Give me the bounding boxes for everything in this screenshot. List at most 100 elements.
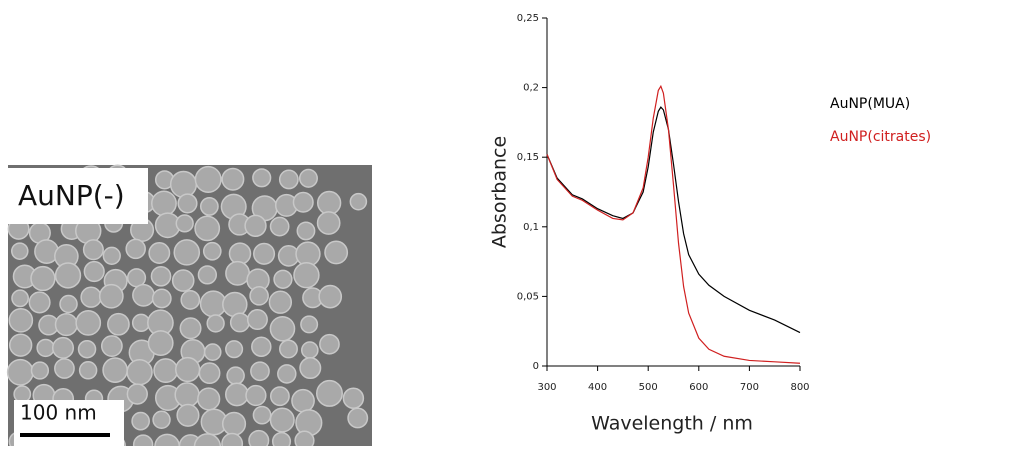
particle [100, 335, 123, 357]
particle [169, 170, 198, 198]
particle [152, 410, 171, 429]
particle [75, 310, 102, 336]
particle [271, 431, 292, 450]
particle [30, 361, 50, 380]
particle [279, 339, 298, 359]
particle [150, 265, 172, 287]
particle [197, 387, 221, 411]
particle [125, 238, 146, 260]
particle [225, 340, 244, 359]
particle [102, 357, 128, 383]
particle [278, 169, 299, 190]
particle [197, 265, 218, 285]
particle [198, 362, 221, 385]
x-tick-label: 700 [740, 382, 759, 393]
particle [59, 294, 78, 314]
series-line [546, 106, 801, 334]
y-tick-label: 0,15 [517, 152, 539, 163]
particle [82, 239, 104, 261]
x-tick-label: 500 [639, 382, 658, 393]
particle [171, 269, 195, 292]
particle [300, 315, 319, 334]
particle [8, 308, 34, 333]
particle [245, 384, 267, 407]
particle [299, 357, 322, 380]
particle [293, 261, 320, 289]
particle [253, 242, 276, 265]
y-tick-label: 0,25 [517, 13, 539, 24]
particle [107, 312, 130, 336]
particle [225, 382, 249, 407]
particle [349, 192, 368, 211]
scale-bar-label: 100 nm [20, 401, 97, 425]
particle [203, 343, 222, 361]
particle [228, 242, 252, 265]
particle [269, 386, 290, 407]
particle [296, 221, 316, 241]
particle [316, 190, 342, 216]
particle [318, 284, 343, 309]
particle [252, 405, 272, 425]
particle [131, 411, 151, 431]
particle [342, 387, 365, 409]
particle [347, 407, 369, 429]
particle [202, 241, 222, 261]
particle [298, 168, 318, 188]
particle [225, 260, 251, 286]
y-tick-label: 0,2 [523, 83, 539, 94]
particle [269, 315, 296, 342]
particle [222, 291, 248, 318]
particle [244, 214, 267, 237]
particle [177, 193, 198, 214]
y-tick-label: 0 [533, 361, 539, 372]
label-box [8, 168, 148, 224]
particle [180, 290, 201, 310]
particle [132, 283, 155, 307]
particle [174, 356, 201, 383]
x-tick-label: 400 [588, 382, 607, 393]
particle [250, 361, 270, 382]
particle [300, 341, 319, 359]
particle [315, 379, 343, 407]
particle [98, 283, 124, 309]
y-tick-label: 0,1 [523, 222, 539, 233]
particle [77, 339, 97, 359]
particle [269, 407, 295, 433]
particle [248, 429, 270, 450]
particle [175, 214, 194, 233]
particle [176, 403, 200, 427]
legend-label: AuNP(MUA) [830, 96, 910, 112]
particle [194, 165, 222, 193]
particle [151, 288, 172, 309]
particle [10, 242, 29, 260]
particle [173, 239, 201, 266]
particle [268, 290, 293, 314]
particle [131, 313, 151, 333]
series-line [546, 84, 801, 364]
particle [246, 309, 268, 331]
particle [252, 168, 272, 188]
particle [251, 336, 272, 357]
x-tick-label: 600 [689, 382, 708, 393]
particle [78, 361, 98, 380]
particle [9, 333, 33, 357]
particle [226, 366, 245, 385]
x-tick-label: 800 [790, 382, 809, 393]
particle [179, 317, 202, 340]
particle [126, 358, 153, 386]
particle [102, 246, 121, 265]
y-tick-label: 0,05 [517, 291, 539, 302]
particle [316, 211, 341, 235]
particle [54, 358, 75, 379]
particle [291, 388, 315, 413]
x-axis-label: Wavelength / nm [591, 413, 753, 435]
micrograph-label: AuNP(-) [18, 179, 125, 212]
y-axis-label: Absorbance [489, 136, 511, 248]
particle [174, 382, 200, 408]
particle [221, 411, 247, 436]
particle [229, 312, 250, 333]
legend-label: AuNP(citrates) [830, 129, 931, 145]
particle [249, 286, 269, 306]
particle [54, 312, 78, 337]
particle [54, 262, 82, 289]
